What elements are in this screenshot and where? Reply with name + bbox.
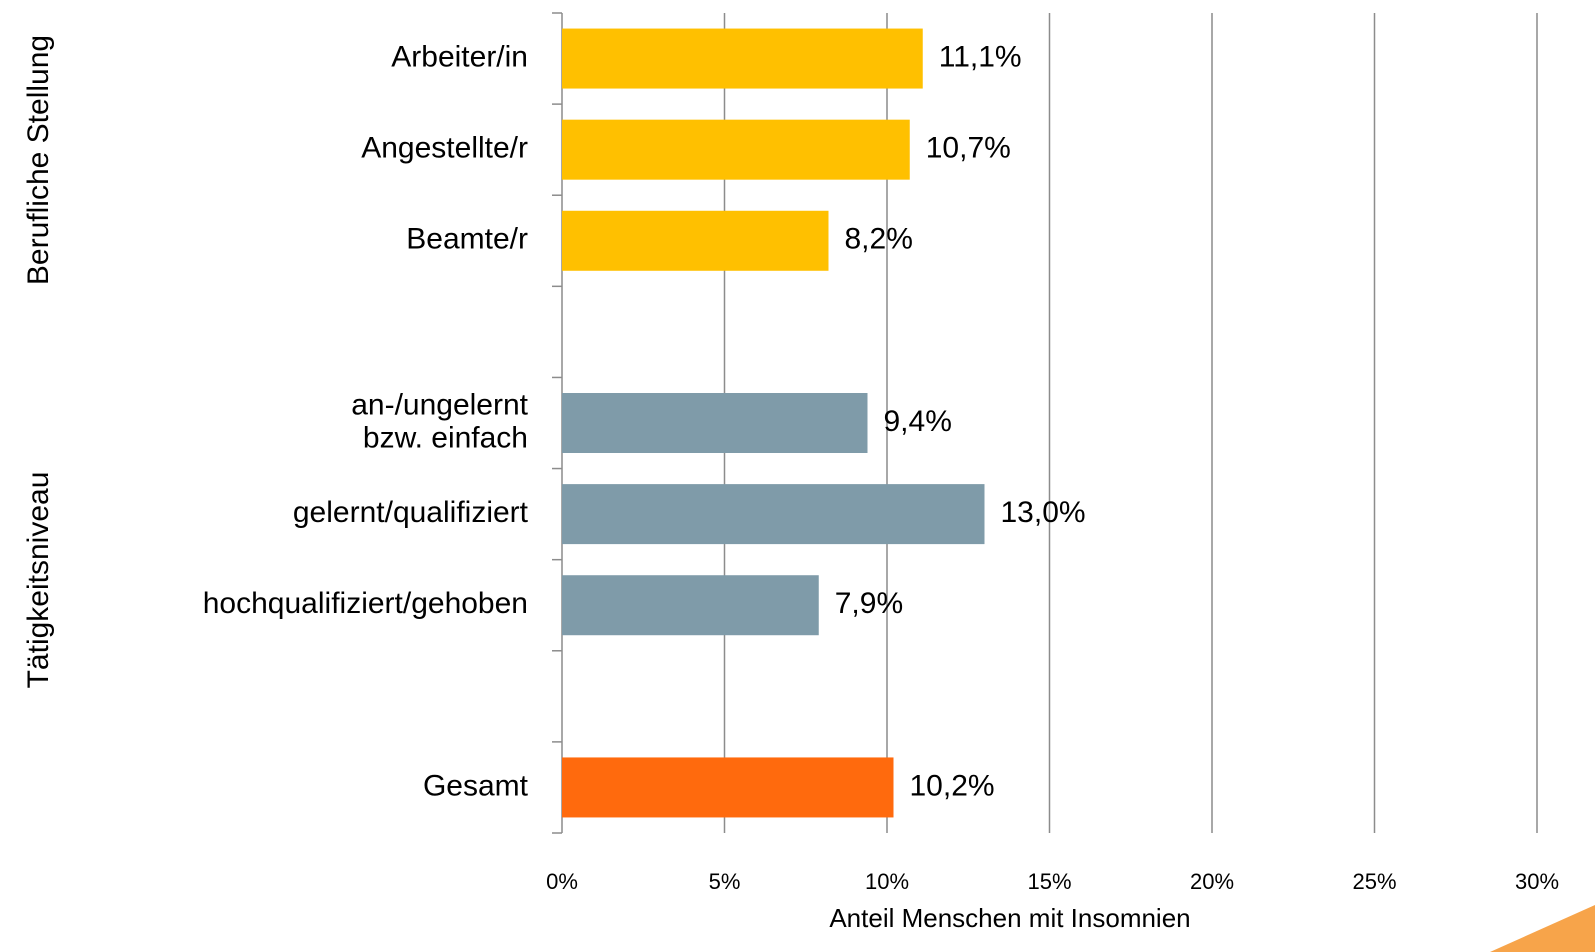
decoration — [1490, 905, 1595, 952]
bar — [562, 575, 819, 636]
bar — [562, 119, 910, 180]
bar — [562, 393, 868, 453]
y-tick-label: an-/ungelernt bzw. einfach — [351, 388, 528, 454]
data-label: 13,0% — [1001, 496, 1086, 529]
group-label: Berufliche Stellung — [22, 35, 55, 285]
y-tick-label: hochqualifiziert/gehoben — [203, 587, 528, 620]
y-tick-label: Arbeiter/in — [391, 40, 528, 73]
x-tick-label: 10% — [865, 869, 909, 894]
x-tick-label: 20% — [1190, 869, 1234, 894]
y-tick-label: Beamte/r — [406, 223, 528, 256]
bar — [562, 757, 894, 818]
x-tick-label: 5% — [709, 869, 741, 894]
bar — [562, 210, 829, 271]
x-axis-title: Anteil Menschen mit Insomnien — [829, 903, 1190, 933]
data-label: 7,9% — [835, 587, 903, 620]
group-label: Tätigkeitsniveau — [22, 472, 55, 689]
y-tick-label: Angestellte/r — [361, 132, 528, 165]
y-tick-label: Gesamt — [423, 769, 529, 802]
x-tick-label: 0% — [546, 869, 578, 894]
x-tick-label: 15% — [1027, 869, 1071, 894]
data-label: 8,2% — [845, 223, 913, 256]
data-label: 10,7% — [926, 132, 1011, 165]
bar — [562, 28, 923, 89]
bar — [562, 484, 985, 545]
x-tick-label: 30% — [1515, 869, 1559, 894]
data-label: 9,4% — [884, 405, 952, 438]
data-label: 11,1% — [939, 40, 1022, 73]
x-tick-label: 25% — [1352, 869, 1396, 894]
data-label: 10,2% — [910, 769, 995, 802]
y-tick-label: gelernt/qualifiziert — [293, 496, 529, 529]
